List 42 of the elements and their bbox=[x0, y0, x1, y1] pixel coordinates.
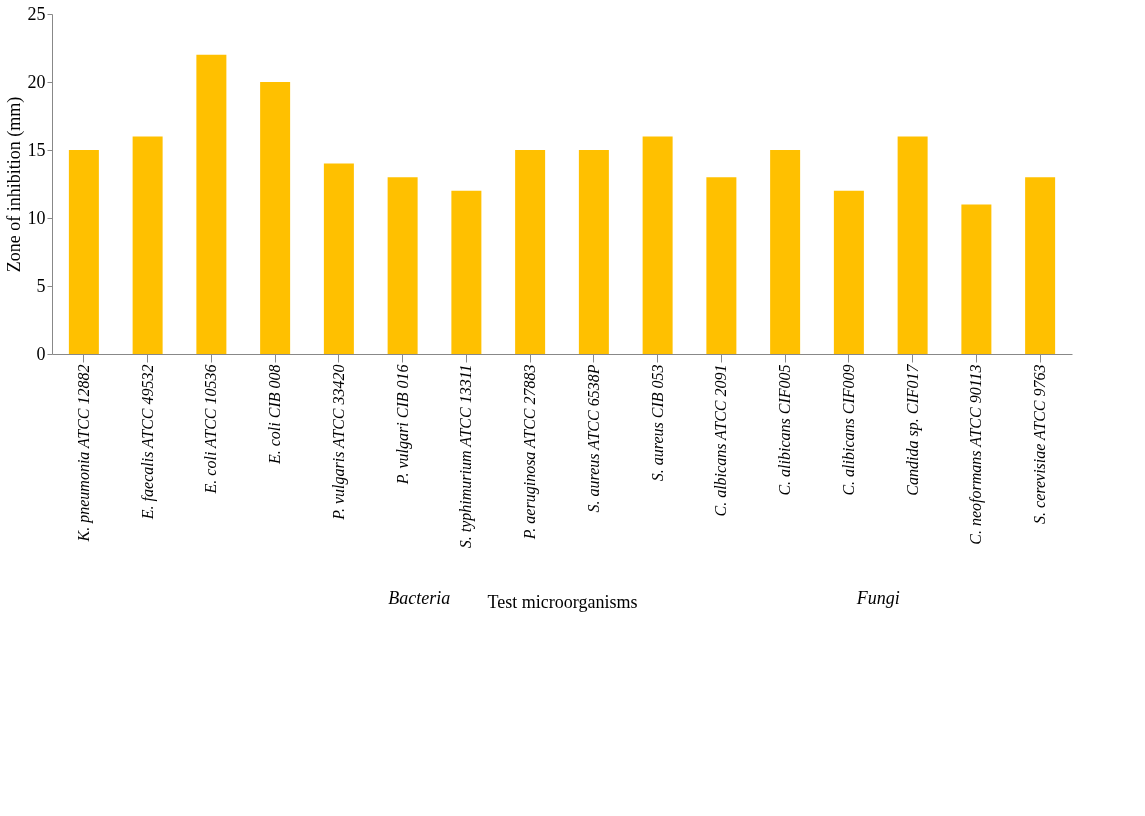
y-tick-label: 10 bbox=[27, 207, 46, 228]
bar bbox=[451, 190, 482, 354]
x-tick-label: E. coli ATCC 10536 bbox=[202, 364, 220, 495]
text: Fungi bbox=[855, 588, 900, 608]
x-tick-label: C. alibicans CIF005 bbox=[776, 364, 794, 496]
y-tick-label: 5 bbox=[36, 275, 46, 296]
x-tick-label: P. vulgaris ATCC 33420 bbox=[329, 364, 348, 521]
bar bbox=[578, 150, 609, 354]
x-tick-label: P. aeruginosa ATCC 27883 bbox=[521, 364, 540, 541]
bar bbox=[260, 82, 291, 354]
x-tick-label: C. alibicans CIF009 bbox=[839, 364, 857, 496]
x-tick-label: Candida sp. CIF017 bbox=[903, 363, 922, 496]
bar bbox=[1025, 177, 1056, 354]
y-tick-label: 0 bbox=[36, 343, 46, 364]
x-tick-label: S. aureus ATCC 6538P bbox=[584, 364, 602, 513]
x-tick-label: K. pneumonia ATCC 12882 bbox=[74, 364, 93, 543]
bar bbox=[387, 177, 418, 354]
bar bbox=[961, 204, 992, 354]
y-tick-label: 15 bbox=[27, 139, 46, 160]
x-tick-label: S. typhimurium ATCC 13311 bbox=[457, 364, 476, 549]
bar bbox=[68, 150, 99, 354]
x-axis-title: Test microorganisms bbox=[487, 591, 638, 612]
x-tick-label: P. vulgari CIB 016 bbox=[393, 364, 412, 486]
y-axis-title: Zone of inhibition (mm) bbox=[3, 96, 25, 273]
y-tick-label: 25 bbox=[27, 3, 46, 24]
x-tick-label: S. cerevisiae ATCC 9763 bbox=[1031, 364, 1049, 524]
bar bbox=[833, 190, 864, 354]
bar bbox=[323, 163, 354, 354]
x-tick-label: E. faecalis ATCC 49532 bbox=[138, 364, 157, 521]
bar bbox=[196, 54, 227, 354]
bar bbox=[132, 136, 163, 354]
bar bbox=[897, 136, 928, 354]
x-tick-label: C. neoformans ATCC 90113 bbox=[967, 364, 986, 545]
text: Bacteria bbox=[388, 588, 451, 608]
y-tick-label: 20 bbox=[27, 71, 46, 92]
bar bbox=[770, 150, 801, 354]
x-tick-label: C. albicans ATCC 2091 bbox=[712, 364, 730, 517]
bar bbox=[706, 177, 737, 354]
bar bbox=[515, 150, 546, 354]
x-tick-label: S. aureus CIB 053 bbox=[648, 364, 666, 482]
bar bbox=[642, 136, 673, 354]
x-tick-label: E. coli CIB 008 bbox=[266, 364, 284, 466]
